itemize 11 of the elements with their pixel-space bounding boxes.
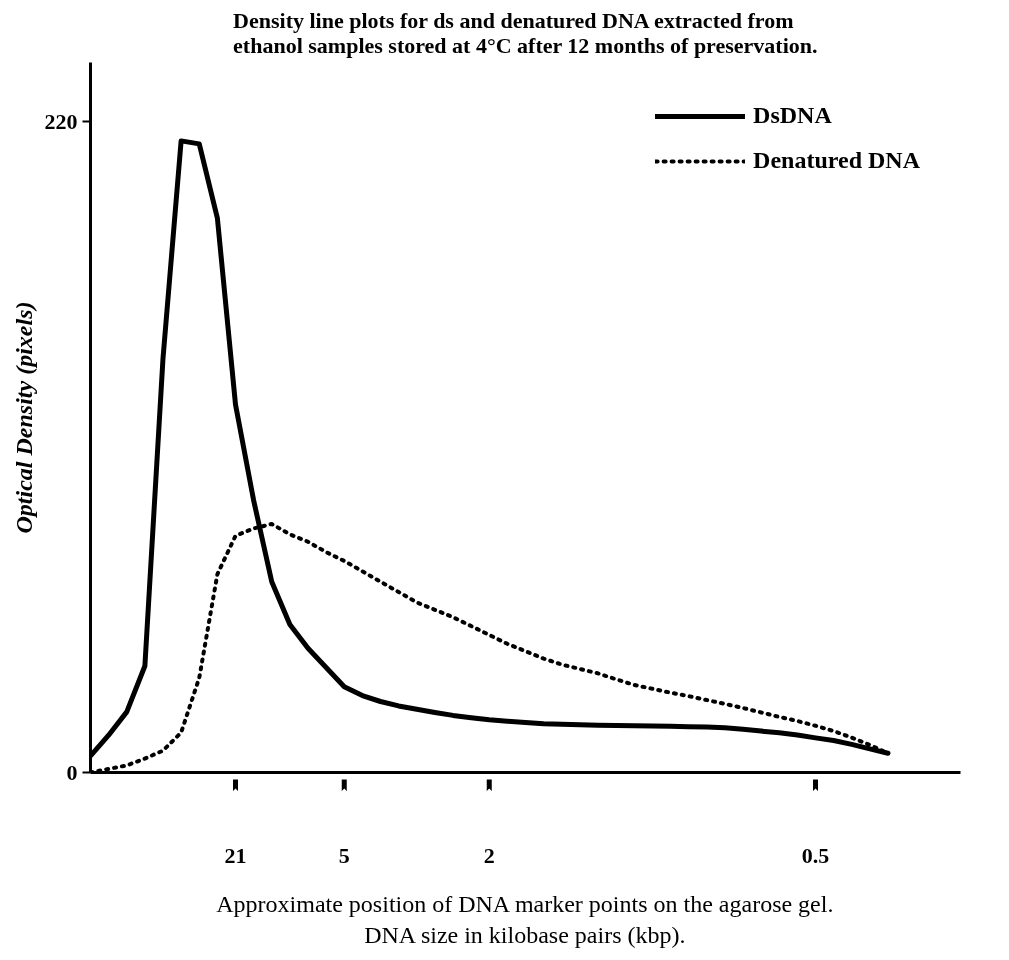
x-tick-label: 21 [224,842,247,868]
chart-title: Density line plots for ds and denatured DNA extracted from ethanol samples stored at 4°C after 12 months of preservation. [233,7,818,58]
x-axis-title: Approximate position of DNA marker points on the agarose gel. DNA size in kilobase pairs (kbp). [216,890,834,948]
x-tick-label: 0.5 [801,842,830,868]
y-tick-label: 0 [66,759,78,785]
x-tick-label: 5 [338,842,350,868]
legend-label: Denatured DNA [753,147,920,174]
y-tick-label: 220 [44,108,78,134]
legend-label: DsDNA [753,102,832,129]
y-axis-title: Optical Density (pixels) [10,301,37,534]
x-tick-label: 2 [483,842,495,868]
